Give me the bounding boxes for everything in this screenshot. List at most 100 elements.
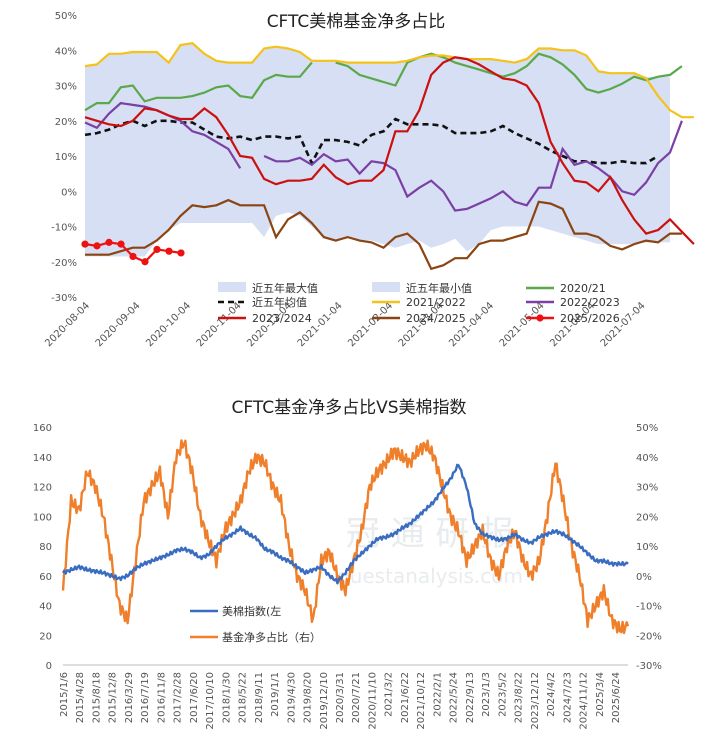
bottom-y-left-tick-label: 160 [33, 423, 52, 434]
top-legend-swatch [218, 282, 246, 292]
top-y-tick-label: 30% [55, 82, 77, 93]
chart-top-title: CFTC美棉基金净多占比 [267, 12, 446, 32]
top-marker-point [165, 247, 173, 255]
top-legend-marker [536, 314, 544, 322]
chart-bottom: CFTC基金净多占比VS美棉指数 冠 通 研 报 guestanalysis.c… [33, 398, 662, 730]
top-y-tick-label: -10% [51, 223, 77, 234]
top-marker-point [153, 245, 161, 254]
top-legend: 近五年最大值 近五年最小值 2020/21 近五年均值 2021/2022 2022/20… [218, 281, 620, 325]
top-x-tick-label: 2021-02-04 [346, 300, 395, 349]
top-legend-label: 2020/21 [560, 282, 606, 295]
bottom-x-tick-label: 2015/8/18 [91, 672, 102, 723]
bottom-y-left-tick-label: 120 [33, 483, 52, 494]
top-legend-swatch [372, 282, 400, 292]
bottom-y-left-tick-label: 20 [39, 631, 52, 642]
bottom-x-tick-label: 2017/2/28 [173, 672, 184, 723]
top-x-tick-label: 2020-09-04 [94, 300, 143, 349]
bottom-x-tick-label: 2018/5/22 [238, 672, 249, 723]
bottom-x-tick-label: 2024/7/23 [562, 672, 573, 723]
top-y-tick-label: 20% [55, 117, 77, 128]
bottom-x-tick-label: 2023/5/2 [497, 672, 508, 717]
top-y-tick-label: 40% [55, 46, 77, 57]
top-y-tick-label: -30% [51, 293, 77, 304]
top-y-tick-label: 10% [55, 152, 77, 163]
chart-bottom-title: CFTC基金净多占比VS美棉指数 [231, 398, 466, 418]
bottom-x-tick-label: 2021/3/2 [384, 672, 395, 717]
top-legend-label: 2025/2026 [560, 312, 620, 325]
top-series-lines [81, 42, 695, 271]
top-marker-point [117, 240, 125, 248]
top-marker-point [105, 238, 113, 246]
top-y-tick-label: -20% [51, 258, 77, 269]
bottom-y-right-tick-label: 20% [636, 512, 658, 523]
top-legend-label: 2024/2025 [406, 312, 466, 325]
bottom-x-tick-label: 2015/12/8 [108, 672, 119, 723]
bottom-y-right-tick-label: 10% [636, 542, 658, 553]
top-band-area [85, 43, 670, 257]
top-x-tick-label: 2020-08-04 [43, 300, 92, 349]
top-marker-point [177, 249, 185, 257]
top-legend-label: 近五年均值 [252, 295, 307, 309]
top-legend-label: 2023/2024 [252, 312, 312, 325]
bottom-x-tick-label: 2021/10/12 [416, 672, 427, 730]
bottom-y-right-tick-label: -30% [636, 661, 662, 672]
bottom-x-tick-label: 2022/9/13 [465, 672, 476, 723]
bottom-line-net-long-ratio [61, 439, 630, 635]
bottom-legend-label: 基金净多占比（右） [222, 630, 321, 644]
bottom-x-tick-label: 2022/2/1 [432, 672, 443, 717]
top-line-20242025 [85, 198, 682, 271]
chart-top: CFTC美棉基金净多占比 50% 40% 30% 20% 10% 0% -10% -20% -3… [43, 11, 695, 349]
bottom-x-tick-label: 2021/6/22 [400, 672, 411, 723]
top-range-band [85, 43, 670, 257]
top-x-tick-label: 2021-05-04 [498, 300, 547, 349]
bottom-x-tick-label: 2020/11/10 [367, 672, 378, 730]
bottom-x-tick-label: 2019/1/1 [270, 672, 281, 717]
bottom-x-tick-label: 2018/1/30 [221, 672, 232, 723]
top-legend-label: 2022/2023 [560, 296, 620, 309]
bottom-x-tick-label: 2023/12/12 [530, 672, 541, 730]
bottom-y-right-tick-label: 0% [636, 572, 652, 583]
bottom-x-tick-label: 2023/8/22 [514, 672, 525, 723]
bottom-y-left-tick-label: 140 [33, 453, 52, 464]
top-marker-point [129, 252, 137, 261]
bottom-x-tick-label: 2015/1/6 [59, 672, 70, 717]
bottom-x-tick-label: 2017/10/10 [205, 672, 216, 730]
watermark-main: 冠 通 研 报 [346, 514, 514, 554]
bottom-x-tick-label: 2025/3/4 [595, 672, 606, 717]
top-x-tick-label: 2020-10-04 [144, 300, 193, 349]
bottom-y-right-tick-label: -10% [636, 602, 662, 613]
bottom-x-tick-label: 2016/3/29 [124, 672, 135, 723]
top-line-20212022 [84, 42, 694, 119]
top-line-20232024 [84, 56, 695, 245]
bottom-legend-label: 美棉指数(左 [222, 604, 281, 618]
bottom-y-left-tick-label: 100 [33, 512, 52, 523]
bottom-y-left-tick-label: 80 [39, 542, 52, 553]
bottom-x-tick-label: 2019/4/30 [286, 672, 297, 723]
bottom-x-tick-label: 2017/6/20 [189, 672, 200, 723]
bottom-x-tick-label: 2020/7/21 [351, 672, 362, 723]
bottom-x-tick-label: 2024/4/2 [546, 672, 557, 717]
bottom-y-right-tick-label: 50% [636, 423, 658, 434]
bottom-y-right-tick-label: -20% [636, 631, 662, 642]
bottom-y-left-tick-label: 60 [39, 572, 52, 583]
top-y-axis: 50% 40% 30% 20% 10% 0% -10% -20% -30% [51, 11, 77, 304]
top-y-tick-label: 0% [61, 187, 77, 198]
bottom-line-cotton-index [62, 463, 629, 585]
bottom-x-tick-label: 2024/11/12 [579, 672, 590, 730]
bottom-x-tick-label: 2016/11/8 [156, 672, 167, 723]
bottom-x-tick-label: 2025/6/24 [611, 672, 622, 723]
top-line-mean [84, 117, 659, 167]
top-legend-label: 2021/2022 [406, 296, 466, 309]
top-x-tick-label: 2020-11-04 [195, 300, 244, 349]
top-x-axis: 2020-08-04 2020-09-04 2020-10-04 2020-11-04… [43, 300, 647, 349]
top-marker-point [93, 242, 101, 250]
bottom-x-tick-label: 2023/1/3 [481, 672, 492, 717]
bottom-y-right-tick-label: 30% [636, 483, 658, 494]
bottom-x-tick-label: 2020/3/31 [335, 672, 346, 723]
bottom-y-axis-right: 50% 40% 30% 20% 10% 0% -10% -20% -30% [636, 423, 662, 672]
top-marker-point [141, 258, 149, 266]
bottom-y-right-tick-label: 40% [636, 453, 658, 464]
top-y-tick-label: 50% [55, 11, 77, 22]
top-legend-label: 近五年最大值 [252, 281, 318, 295]
